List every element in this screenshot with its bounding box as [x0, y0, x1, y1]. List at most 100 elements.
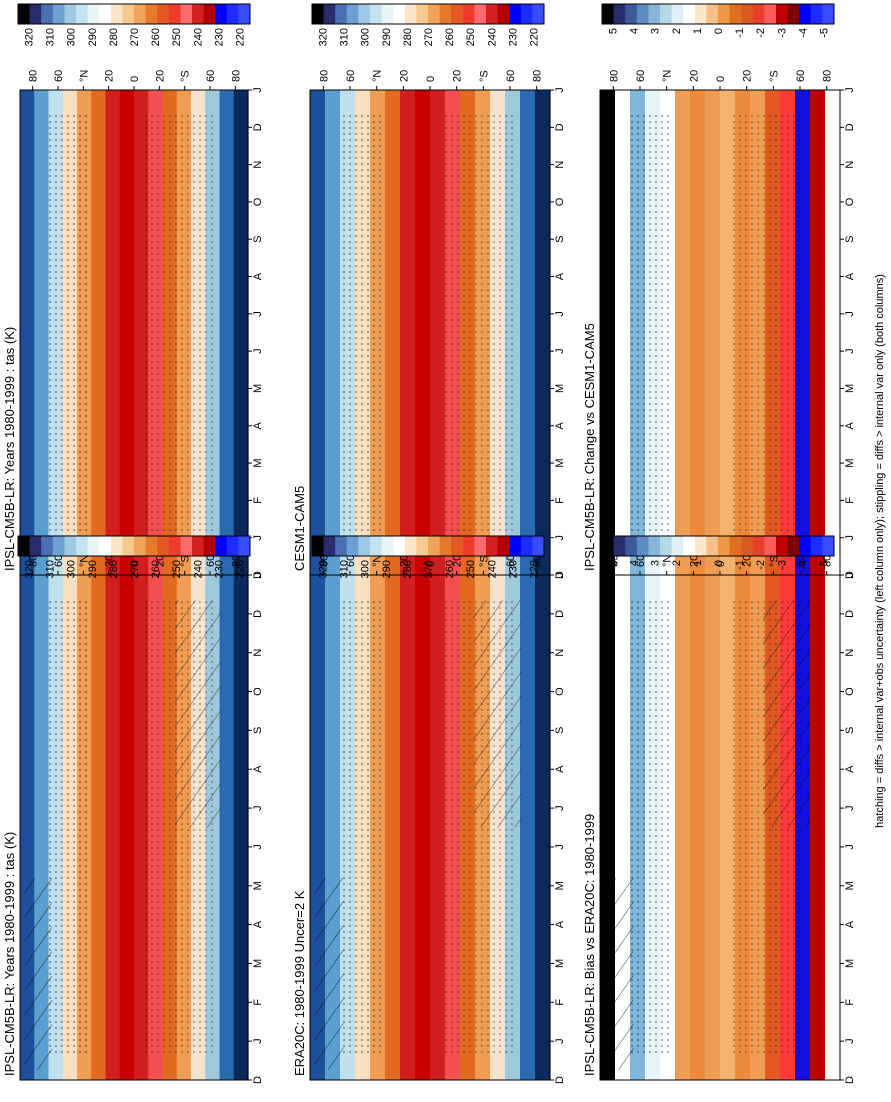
panel-title: IPSL-CM5B-LR: Bias vs ERA20C: 1980-1999 — [582, 814, 597, 1076]
colorbar-swatch — [486, 536, 499, 556]
colorbar-tick-label: 320 — [318, 28, 330, 46]
colorbar-swatch — [99, 536, 112, 556]
colorbar-swatch — [76, 4, 89, 24]
colorbar-tick-label: 250 — [171, 28, 183, 46]
month-tick-label: J — [554, 87, 566, 93]
colorbar-swatch — [741, 536, 754, 556]
lat-tick-label: 60 — [635, 70, 647, 82]
colorbar-tick-label: 270 — [129, 560, 141, 578]
colorbar-swatch — [718, 4, 731, 24]
band — [233, 575, 249, 1080]
colorbar-swatch — [381, 4, 394, 24]
colorbar-swatch — [110, 4, 123, 24]
colorbar-swatch — [416, 536, 429, 556]
month-tick-label: O — [554, 687, 566, 696]
month-tick-label: N — [554, 161, 566, 169]
colorbar-swatch — [41, 536, 54, 556]
colorbar-tick-label: 240 — [192, 28, 204, 46]
band — [400, 575, 416, 1080]
lat-tick-label: 20 — [452, 555, 464, 567]
month-tick-label: J — [844, 572, 856, 578]
colorbar-swatch — [29, 4, 42, 24]
colorbar-tick-label: 1 — [692, 560, 704, 566]
month-tick-label: A — [844, 272, 856, 280]
colorbar-swatch — [192, 536, 205, 556]
stippling — [338, 600, 382, 1055]
month-tick-label: A — [554, 421, 566, 429]
stippling — [145, 114, 214, 551]
colorbar-swatch — [648, 4, 661, 24]
colorbar-swatch — [404, 4, 417, 24]
colorbar-tick-label: 280 — [402, 28, 414, 46]
hatching — [24, 878, 52, 1070]
colorbar-swatch — [636, 4, 649, 24]
month-tick-label: F — [554, 999, 566, 1006]
band — [675, 575, 691, 1080]
colorbar-tick-label: -3 — [776, 28, 788, 38]
colorbar-frame — [311, 3, 545, 25]
colorbar-swatch — [18, 4, 31, 24]
colorbar-swatch — [764, 4, 777, 24]
colorbar-swatch — [660, 4, 673, 24]
band — [690, 575, 706, 1080]
month-tick-label: J — [554, 311, 566, 317]
colorbar-tick-label: 230 — [507, 28, 519, 46]
month-tick-label: S — [844, 727, 856, 734]
colorbar-swatch — [110, 536, 123, 556]
month-tick-label: J — [252, 572, 264, 578]
colorbar-swatch — [168, 536, 181, 556]
colorbar-swatch — [648, 536, 661, 556]
colorbar-tick-label: 240 — [192, 560, 204, 578]
colorbar-swatch — [752, 4, 765, 24]
panel-title: IPSL-CM5B-LR: Change vs CESM1-CAM5 — [582, 323, 597, 571]
colorbar-tick-label: 270 — [423, 560, 435, 578]
band — [825, 90, 841, 575]
month-tick-label: O — [844, 687, 856, 696]
colorbar-frame — [17, 535, 251, 557]
month-tick-label: M — [844, 881, 856, 890]
lat-tick-label: 80 — [230, 555, 242, 567]
lat-tick-label: 60 — [345, 555, 357, 567]
band — [430, 90, 446, 575]
month-tick-label: M — [554, 384, 566, 393]
band — [134, 575, 149, 1080]
colorbar-swatch — [346, 4, 359, 24]
colorbar-swatch — [683, 536, 696, 556]
month-tick-label: F — [252, 497, 264, 504]
colorbar-swatch — [358, 4, 371, 24]
colorbar-swatch — [226, 536, 239, 556]
band — [415, 575, 431, 1080]
colorbar-swatch — [660, 536, 673, 556]
stippling — [47, 114, 89, 551]
colorbar-swatch — [718, 536, 731, 556]
month-tick-label: S — [252, 236, 264, 243]
colorbar-swatch — [416, 4, 429, 24]
colorbar-swatch — [180, 536, 193, 556]
month-tick-label: J — [844, 311, 856, 317]
colorbar-tick-label: 220 — [234, 560, 246, 578]
colorbar-tick-label: 310 — [339, 560, 351, 578]
band — [105, 90, 121, 575]
colorbar-tick-label: 300 — [360, 560, 372, 578]
colorbar-tick-label: -5 — [818, 560, 830, 570]
colorbar-tick-label: -1 — [734, 28, 746, 38]
colorbar-swatch — [706, 536, 719, 556]
month-tick-label: J — [252, 311, 264, 317]
lat-tick-label: °N — [372, 555, 384, 567]
lat-tick-label: 0 — [129, 561, 141, 567]
colorbar-swatch — [215, 536, 228, 556]
month-tick-label: N — [252, 649, 264, 657]
lat-tick-label: 0 — [425, 561, 437, 567]
month-tick-label: J — [844, 1038, 856, 1044]
colorbar-swatch — [729, 536, 742, 556]
colorbar-tick-label: -4 — [797, 28, 809, 38]
colorbar-swatch — [122, 536, 135, 556]
colorbar-tick-label: -5 — [818, 28, 830, 38]
month-tick-label: N — [844, 649, 856, 657]
band — [690, 90, 706, 575]
lat-tick-label: 80 — [230, 70, 242, 82]
lat-tick-label: 80 — [318, 555, 330, 567]
colorbar-frame — [601, 3, 835, 25]
colorbar-swatch — [335, 536, 348, 556]
band — [20, 90, 35, 575]
